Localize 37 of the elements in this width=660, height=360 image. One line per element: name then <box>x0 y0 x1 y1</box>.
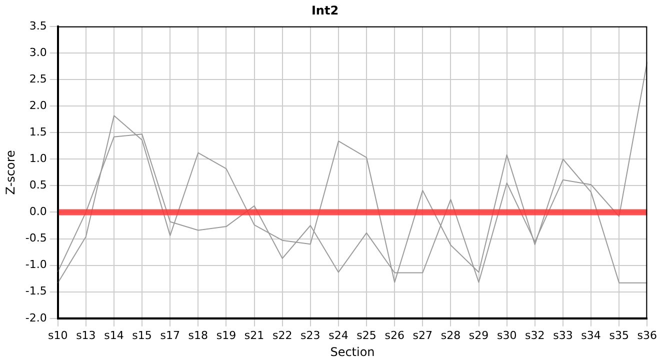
y-tick-label: 1.5 <box>29 125 47 138</box>
x-tick-label: s21 <box>244 328 264 342</box>
x-tick-label: s18 <box>188 328 208 342</box>
x-tick-label: s29 <box>468 328 489 342</box>
x-tick-label: s24 <box>328 328 348 342</box>
y-tick-label: -1.0 <box>25 258 47 272</box>
x-tick-label: s34 <box>581 328 601 342</box>
y-tick-label: 3.5 <box>29 19 47 32</box>
y-tick-label: -1.5 <box>25 284 47 298</box>
x-tick-label: s15 <box>132 328 152 342</box>
x-tick-label: s14 <box>104 328 124 342</box>
y-tick-label: 2.0 <box>29 98 47 112</box>
x-tick-label: s25 <box>356 328 376 342</box>
x-axis-title: Section <box>330 344 375 359</box>
x-tick-label: s23 <box>300 328 320 342</box>
y-tick-label: 1.0 <box>29 152 47 165</box>
x-tick-label: s35 <box>609 328 629 342</box>
x-tick-label: s33 <box>553 328 573 342</box>
chart-title: Int2 <box>311 3 339 18</box>
y-axis-title: Z-score <box>3 150 18 195</box>
y-tick-label: 2.5 <box>29 72 47 86</box>
x-tick-label: s17 <box>160 328 180 342</box>
x-tick-label: s27 <box>412 328 433 342</box>
x-tick-label: s10 <box>48 328 68 342</box>
y-tick-label: -0.5 <box>25 232 47 245</box>
x-tick-label: s28 <box>440 328 461 342</box>
y-tick-label: -2.0 <box>25 311 47 324</box>
y-tick-label: 3.0 <box>29 46 47 59</box>
x-tick-label: s32 <box>525 328 545 342</box>
x-tick-label: s13 <box>76 328 96 342</box>
y-tick-label: 0.5 <box>29 178 47 192</box>
x-tick-label: s36 <box>637 328 658 342</box>
y-tick-label: 0.0 <box>29 205 47 218</box>
x-tick-label: s22 <box>272 328 292 342</box>
x-tick-label: s19 <box>216 328 236 342</box>
x-tick-label: s30 <box>496 328 517 342</box>
x-tick-label: s26 <box>384 328 404 342</box>
